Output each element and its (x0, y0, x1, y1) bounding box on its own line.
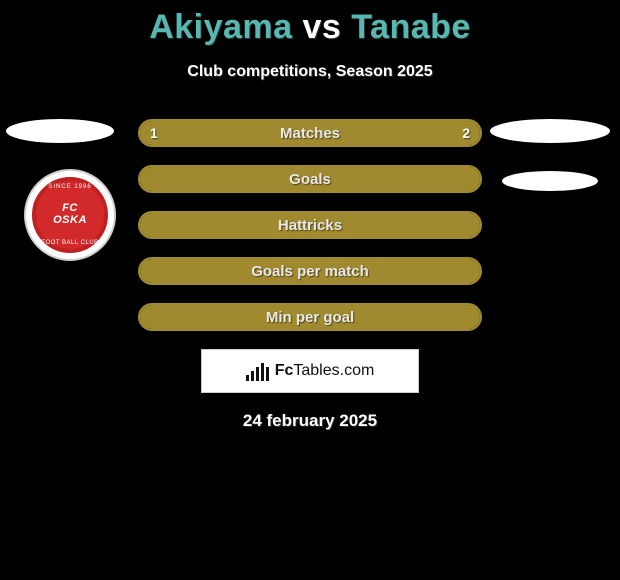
stat-row-label: Hattricks (140, 213, 480, 237)
brand-bar (256, 367, 259, 381)
stat-row-label: Matches (140, 121, 480, 145)
decorative-ellipse-right-1 (490, 119, 610, 143)
brand-bar (266, 367, 269, 381)
stat-row-label: Goals per match (140, 259, 480, 283)
brand-bar (251, 371, 254, 381)
vs-label: vs (303, 8, 342, 46)
club-badge: SINCE 1996 FCOSKA FOOT BALL CLUB (24, 169, 116, 261)
stat-row-label: Goals (140, 167, 480, 191)
brand-box: FcTables.com (201, 349, 419, 393)
stat-row: Matches1 2 (138, 119, 482, 147)
player1-name: Akiyama (149, 8, 292, 46)
chart-area: SINCE 1996 FCOSKA FOOT BALL CLUB Matches… (0, 119, 620, 431)
brand-logo-icon (246, 361, 269, 381)
page-title: Akiyama vs Tanabe (0, 0, 620, 47)
date-label: 24 february 2025 (0, 411, 620, 431)
club-badge-inner: SINCE 1996 FCOSKA FOOT BALL CLUB (32, 177, 108, 253)
stat-row: Goals (138, 165, 482, 193)
club-badge-text: FCOSKA (53, 203, 87, 226)
stat-row-value-left: 1 (150, 121, 158, 145)
stat-row: Min per goal (138, 303, 482, 331)
stat-row: Goals per match (138, 257, 482, 285)
brand-text: FcTables.com (275, 362, 375, 380)
brand-rest: Tables.com (293, 362, 374, 379)
brand-bar (246, 375, 249, 381)
decorative-ellipse-left (6, 119, 114, 143)
stat-row-label: Min per goal (140, 305, 480, 329)
stat-row-value-right: 2 (462, 121, 470, 145)
club-badge-arc-top: SINCE 1996 (36, 184, 104, 190)
subtitle: Club competitions, Season 2025 (0, 63, 620, 81)
brand-bar (261, 363, 264, 381)
club-badge-arc-bottom: FOOT BALL CLUB (36, 240, 104, 246)
player2-name: Tanabe (351, 8, 471, 46)
stat-row: Hattricks (138, 211, 482, 239)
brand-prefix: Fc (275, 362, 294, 379)
decorative-ellipse-right-2 (502, 171, 598, 191)
